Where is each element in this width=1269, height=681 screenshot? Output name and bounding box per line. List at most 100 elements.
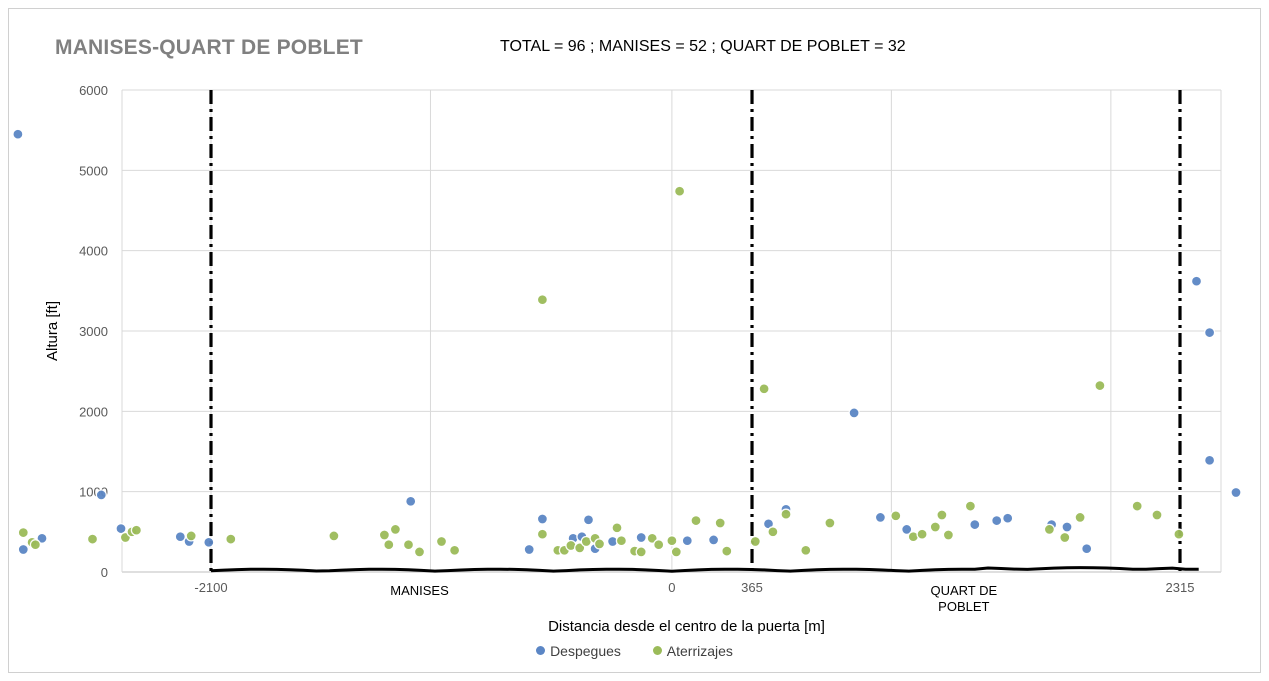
y-axis-title: Altura [ft] [44, 301, 61, 361]
aterrizajes-point [780, 508, 792, 520]
despegues-point [991, 514, 1003, 527]
aterrizajes-point [929, 521, 941, 533]
aterrizajes-point [378, 529, 391, 541]
region-label: QUART DE [930, 583, 997, 598]
y-tick-label: 5000 [79, 163, 108, 178]
legend-label-aterrizajes: Aterrizajes [666, 642, 733, 659]
aterrizajes-point [1059, 531, 1071, 544]
despegues-point [1061, 521, 1073, 533]
chart-subtitle: TOTAL = 96 ; MANISES = 52 ; QUART DE POB… [500, 38, 906, 55]
despegues-point [1230, 486, 1242, 499]
aterrizajes-point [670, 546, 682, 558]
aterrizajes-point [1151, 509, 1163, 521]
x-tick-label: 365 [741, 580, 763, 595]
despegues-point [874, 511, 887, 524]
legend-item-despegues: Despegues [536, 643, 621, 659]
y-tick-label: 2000 [79, 404, 108, 419]
grid [121, 89, 1222, 573]
aterrizajes-point [666, 535, 678, 547]
y-tick-label: 4000 [79, 244, 108, 259]
aterrizajes-point [800, 544, 812, 556]
despegues-point [635, 531, 647, 544]
y-tick-label: 0 [101, 565, 108, 580]
aterrizajes-point [890, 510, 902, 522]
x-tick-label: 2315 [1166, 580, 1195, 595]
despegues-point [12, 128, 24, 140]
despegues-point [174, 531, 186, 543]
despegues-point [95, 489, 107, 501]
aterrizajes-point [611, 522, 623, 534]
region-boundaries [209, 90, 1182, 574]
aterrizajes-point [653, 539, 665, 551]
legend-item-aterrizajes: Aterrizajes [652, 642, 733, 659]
aterrizajes-point [1074, 511, 1086, 524]
x-axis-title: Distancia desde el centro de la puerta [… [548, 618, 825, 635]
aterrizajes-point [383, 539, 395, 551]
despegues-point [901, 523, 913, 536]
despegues-point [523, 543, 535, 556]
aterrizajes-point [413, 546, 426, 558]
despegues-point [36, 532, 48, 544]
aterrizajes-point [673, 185, 686, 197]
despegues-point [969, 518, 981, 531]
aterrizajes-point [593, 538, 606, 550]
aterrizajes-point [615, 535, 628, 547]
aterrizajes-point [402, 539, 415, 551]
aterrizajes-point [536, 294, 549, 306]
aterrizajes-point [758, 383, 770, 395]
despegues-point [681, 535, 693, 547]
despegues-point [115, 522, 127, 535]
aterrizajes-point [435, 535, 448, 548]
despegues-point [707, 534, 720, 546]
legend-marker-despegues [536, 646, 546, 655]
despegues-point [17, 543, 29, 556]
aterrizajes-point [964, 500, 977, 512]
aterrizajes-point [824, 517, 836, 529]
aterrizajes-point [749, 535, 761, 548]
legend-marker-aterrizajes [652, 646, 662, 655]
aterrizajes-point [574, 542, 586, 554]
y-tick-label: 6000 [79, 83, 108, 98]
aterrizajes-point [1043, 523, 1056, 536]
aterrizajes-point [714, 517, 726, 529]
legend: Despegues Aterrizajes [0, 642, 1269, 659]
aterrizajes-point [29, 539, 42, 551]
aterrizajes-point [185, 530, 197, 542]
despegues-point [1203, 326, 1216, 339]
aterrizajes-point [690, 514, 702, 527]
aterrizajes-point [17, 526, 29, 539]
despegues-point [405, 495, 417, 507]
aterrizajes-point [448, 544, 461, 556]
chart-frame [8, 8, 1261, 673]
despegues-point [1002, 512, 1014, 524]
aterrizajes-point [86, 533, 99, 545]
aterrizajes-point [328, 530, 340, 542]
despegues-point [582, 514, 595, 526]
aterrizajes-point [916, 528, 928, 540]
despegues-point [203, 536, 215, 548]
region-label: MANISES [390, 583, 449, 598]
aterrizajes-point [936, 509, 948, 521]
ground-profile [210, 566, 1199, 573]
legend-label-despegues: Despegues [550, 642, 621, 659]
despegues-point [1203, 454, 1216, 466]
chart-title: MANISES-QUART DE POBLET [55, 36, 363, 59]
despegues-point [536, 513, 549, 525]
x-tick-label: -2100 [194, 580, 227, 595]
aterrizajes-point [721, 545, 733, 557]
aterrizajes-point [1131, 500, 1143, 512]
despegues-point [1081, 543, 1093, 555]
y-tick-label: 3000 [79, 324, 108, 339]
region-label: POBLET [938, 599, 989, 614]
aterrizajes-point [225, 533, 237, 545]
aterrizajes-point [767, 526, 779, 538]
despegues-point [1190, 275, 1203, 287]
aterrizajes-point [389, 523, 402, 536]
aterrizajes-point [1173, 528, 1185, 540]
x-tick-label: 0 [668, 580, 675, 595]
aterrizajes-point [942, 529, 955, 541]
aterrizajes-point [536, 528, 549, 540]
